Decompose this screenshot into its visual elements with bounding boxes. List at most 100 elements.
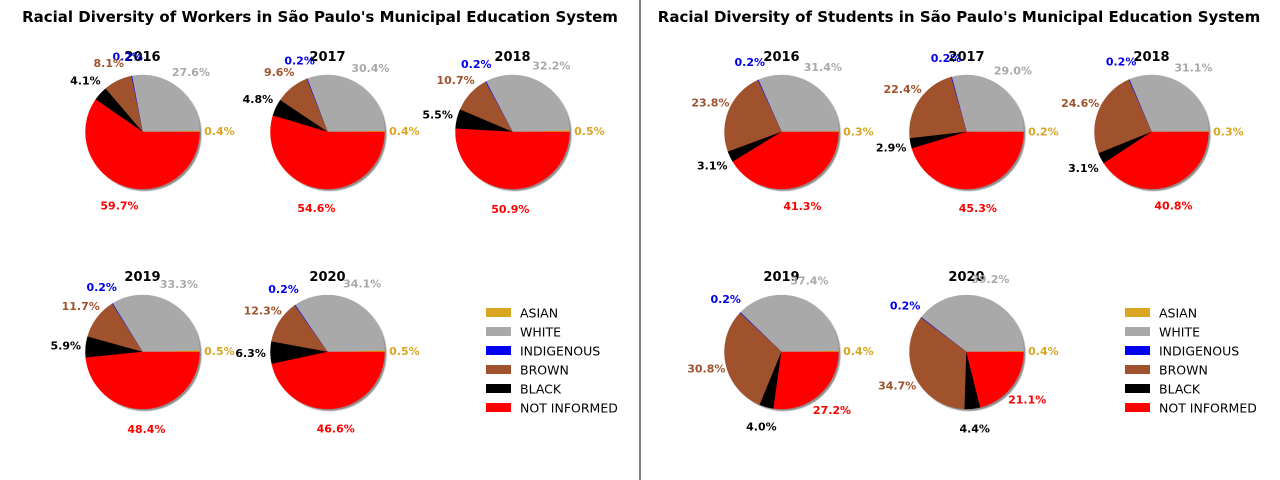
pie-slice-white xyxy=(757,74,839,133)
legend-swatch-indigenous xyxy=(1125,346,1150,355)
chart-panel-1: Racial Diversity of Workers in São Paulo… xyxy=(22,8,618,436)
pie-slice-not-informed xyxy=(85,99,200,190)
pie-label-brown: 11.7% xyxy=(62,300,100,313)
pie-label-asian: 0.4% xyxy=(204,125,235,138)
pie-year-title: 2018 xyxy=(1133,50,1169,65)
pie-label-white: 34.1% xyxy=(343,277,381,290)
pie-label-not-informed: 40.8% xyxy=(1154,200,1192,213)
pie-slice-white xyxy=(920,294,1024,353)
pie-label-asian: 0.5% xyxy=(389,345,420,358)
pie-label-black: 4.4% xyxy=(959,423,990,436)
pie-year-title: 2016 xyxy=(124,50,160,65)
pie-label-white: 33.3% xyxy=(160,278,198,291)
pie-label-asian: 0.5% xyxy=(574,125,605,138)
legend-label-not-informed: NOT INFORMED xyxy=(1159,401,1257,416)
pie-label-indigenous: 0.2% xyxy=(931,52,962,65)
pie-label-black: 4.0% xyxy=(746,420,777,433)
pie-slice-brown xyxy=(1094,79,1152,154)
pie-slice-white xyxy=(112,294,200,353)
pie-slice-not-informed xyxy=(271,351,385,410)
pie-slice-not-informed xyxy=(1103,131,1209,190)
pie-slice-brown xyxy=(909,76,967,139)
pie-year-title: 2019 xyxy=(124,270,160,285)
pie-label-black: 4.1% xyxy=(70,74,101,87)
pie-label-brown: 23.8% xyxy=(691,97,729,110)
pie-label-black: 6.3% xyxy=(235,347,266,360)
pie-label-not-informed: 21.1% xyxy=(1008,393,1046,406)
legend-swatch-brown xyxy=(486,365,511,374)
legend-label-black: BLACK xyxy=(1159,382,1201,397)
pie-slice-not-informed xyxy=(773,351,839,410)
pie-2016: 2016 0.4% 27.6% 0.2%8.1% 4.1% 59.7% xyxy=(70,50,235,212)
pie-label-not-informed: 45.3% xyxy=(959,202,997,215)
legend-swatch-black xyxy=(486,384,511,393)
pie-year-title: 2018 xyxy=(494,50,530,65)
pie-label-asian: 0.4% xyxy=(389,125,420,138)
legend: ASIAN WHITE INDIGENOUS BROWN BLACK NOT INFORM… xyxy=(1125,306,1257,416)
pie-label-not-informed: 59.7% xyxy=(100,199,138,212)
pie-2020: 2020 0.4% 39.2% 0.2% 34.7% 4.4% 21.1% xyxy=(878,270,1059,436)
legend-label-indigenous: INDIGENOUS xyxy=(1159,344,1239,359)
pie-label-not-informed: 48.4% xyxy=(127,423,165,436)
legend-label-indigenous: INDIGENOUS xyxy=(520,344,600,359)
pie-slice-white xyxy=(131,74,200,133)
pie-label-white: 37.4% xyxy=(790,274,828,287)
pie-2020: 2020 0.5% 34.1% 0.2% 12.3% 6.3% 46.6% xyxy=(235,270,419,436)
pie-label-indigenous: 0.2% xyxy=(1106,55,1137,68)
legend-swatch-indigenous xyxy=(486,346,511,355)
pie-slice-brown xyxy=(724,312,782,406)
legend-label-black: BLACK xyxy=(520,382,562,397)
pie-label-indigenous: 0.2% xyxy=(890,300,921,313)
legend-label-brown: BROWN xyxy=(1159,363,1208,378)
legend-label-asian: ASIAN xyxy=(1159,306,1197,321)
pie-slice-white xyxy=(306,74,385,133)
pie-year-title: 2017 xyxy=(309,50,345,65)
pie-slice-white xyxy=(485,74,570,133)
pie-label-not-informed: 41.3% xyxy=(783,200,821,213)
pie-slice-not-informed xyxy=(966,351,1024,408)
pie-label-black: 3.1% xyxy=(1068,162,1099,175)
pie-label-white: 30.4% xyxy=(351,62,389,75)
pie-label-black: 2.9% xyxy=(876,142,907,155)
legend-swatch-white xyxy=(1125,327,1150,336)
pie-year-title: 2020 xyxy=(309,270,345,285)
pie-label-black: 3.1% xyxy=(697,160,728,173)
pie-label-brown: 22.4% xyxy=(884,83,922,96)
pie-slice-not-informed xyxy=(455,128,570,190)
pie-label-white: 29.0% xyxy=(994,65,1032,78)
pie-label-indigenous: 0.2% xyxy=(710,293,741,306)
pie-label-asian: 0.3% xyxy=(1213,125,1244,138)
pie-slice-not-informed xyxy=(732,131,839,190)
chart-title: Racial Diversity of Workers in São Paulo… xyxy=(22,8,618,26)
pie-label-not-informed: 27.2% xyxy=(813,404,851,417)
pie-label-asian: 0.4% xyxy=(1028,345,1059,358)
pie-2019: 2019 0.5% 33.3% 0.2% 11.7% 5.9% 48.4% xyxy=(51,270,235,436)
pie-label-indigenous: 0.2% xyxy=(268,283,299,296)
legend-swatch-asian xyxy=(1125,308,1150,317)
pie-label-indigenous: 0.2% xyxy=(284,54,315,67)
legend-label-not-informed: NOT INFORMED xyxy=(520,401,618,416)
pie-label-white: 32.2% xyxy=(532,60,570,73)
pie-2019: 2019 0.4% 37.4% 0.2% 30.8% 4.0% 27.2% xyxy=(687,270,873,433)
pie-label-not-informed: 54.6% xyxy=(297,202,335,215)
pie-slice-brown xyxy=(909,317,967,410)
pie-label-brown: 10.7% xyxy=(437,74,475,87)
pie-label-white: 39.2% xyxy=(971,273,1009,286)
pie-label-asian: 0.4% xyxy=(843,345,874,358)
legend-label-white: WHITE xyxy=(520,325,561,340)
pie-year-title: 2017 xyxy=(948,50,984,65)
pie-2017: 2017 0.4% 30.4% 0.2%9.6% 4.8% 54.6% xyxy=(243,50,420,215)
pie-label-brown: 9.6% xyxy=(264,66,295,79)
pie-label-brown: 8.1% xyxy=(94,57,125,70)
pie-label-black: 4.8% xyxy=(243,93,274,106)
pie-2018: 2018 0.5% 32.2% 0.2% 10.7% 5.5% 50.9% xyxy=(422,50,604,216)
legend-swatch-not-informed xyxy=(486,403,511,412)
chart-title: Racial Diversity of Students in São Paul… xyxy=(658,8,1260,26)
pie-label-asian: 0.3% xyxy=(843,125,874,138)
pie-label-asian: 0.5% xyxy=(204,345,235,358)
pie-2018: 2018 0.3% 31.1% 0.2% 24.6% 3.1% 40.8% xyxy=(1061,50,1244,213)
legend: ASIAN WHITE INDIGENOUS BROWN BLACK NOT INFORM… xyxy=(486,306,618,416)
pie-slice-not-informed xyxy=(911,131,1024,190)
